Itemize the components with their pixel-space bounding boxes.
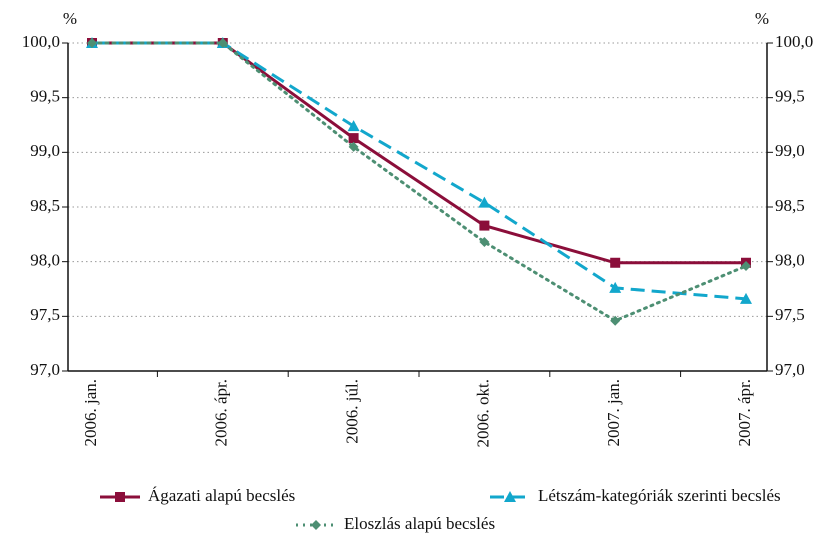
marker: [87, 38, 97, 48]
y-tick-label: 97,5: [30, 305, 60, 324]
x-tick-label: 2006. jan.: [81, 379, 100, 447]
marker: [610, 257, 621, 268]
marker: [347, 120, 360, 132]
series-line: [92, 41, 747, 301]
x-tick-label: 2007. ápr.: [735, 379, 754, 447]
marker: [610, 315, 621, 326]
y2-tick-label: 99,0: [775, 141, 805, 160]
series-line: [92, 41, 746, 265]
y-unit: %: [63, 9, 77, 28]
marker: [478, 196, 491, 208]
marker: [479, 236, 490, 247]
y2-tick-label: 99,5: [775, 87, 805, 106]
marker: [217, 38, 228, 48]
legend-label: Eloszlás alapú becslés: [344, 514, 495, 533]
marker: [479, 220, 490, 231]
marker: [609, 281, 622, 293]
series-line: [90, 41, 748, 323]
legend-label: Ágazati alapú becslés: [148, 486, 295, 505]
y-tick-label: 97,0: [30, 360, 60, 379]
y-tick-label: 99,5: [30, 87, 60, 106]
legend-marker: [504, 491, 516, 502]
y2-tick-label: 98,0: [775, 251, 805, 270]
marker: [348, 133, 359, 144]
y2-tick-label: 98,5: [775, 196, 805, 215]
y-tick-label: 98,0: [30, 251, 60, 270]
x-tick-label: 2006. júl.: [343, 379, 362, 444]
x-tick-label: 2007. jan.: [604, 379, 623, 447]
legend-label: Létszám-kategóriák szerinti becslés: [538, 486, 781, 505]
y2-tick-label: 97,5: [775, 305, 805, 324]
x-tick-label: 2006. okt.: [473, 379, 492, 447]
marker: [741, 261, 751, 272]
y2-unit: %: [755, 9, 769, 28]
marker: [740, 292, 752, 304]
y-tick-label: 99,0: [30, 141, 60, 160]
legend-marker: [115, 492, 125, 502]
x-tick-label: 2006. ápr.: [212, 379, 231, 447]
y2-tick-label: 97,0: [775, 360, 805, 379]
y-tick-label: 100,0: [22, 32, 60, 51]
legend-marker: [311, 520, 321, 530]
y2-tick-label: 100,0: [775, 32, 813, 51]
y-tick-label: 98,5: [30, 196, 60, 215]
marker: [348, 141, 359, 152]
